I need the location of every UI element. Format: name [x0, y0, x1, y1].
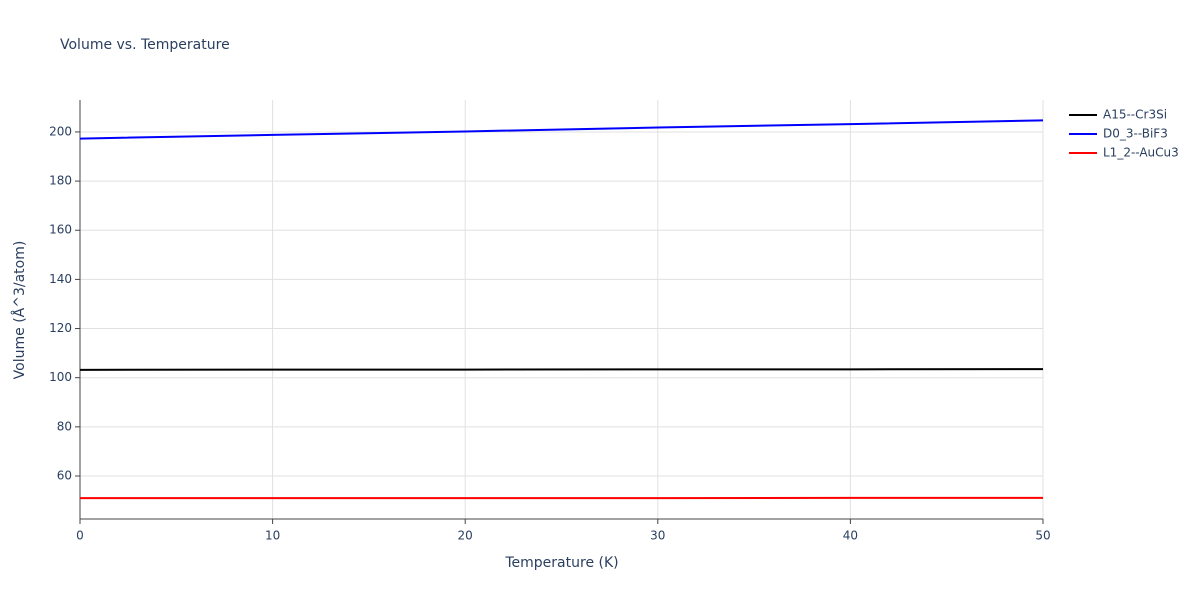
y-axis-label: Volume (Å^3/atom) — [11, 241, 28, 380]
legend-label: A15--Cr3Si — [1103, 108, 1167, 122]
x-tick-label: 50 — [1035, 529, 1050, 543]
y-tick-label: 60 — [57, 468, 72, 482]
x-tick-label: 20 — [458, 529, 473, 543]
y-tick-label: 100 — [49, 370, 72, 384]
y-tick-label: 180 — [49, 174, 72, 188]
series-line — [79, 368, 1044, 371]
x-tick-label: 10 — [265, 529, 280, 543]
y-tick-label: 200 — [49, 124, 72, 138]
x-axis-label: Temperature (K) — [504, 555, 618, 571]
legend-label: L1_2--AuCu3 — [1103, 146, 1179, 160]
x-tick-label: 40 — [843, 529, 858, 543]
y-tick-label: 160 — [49, 223, 72, 237]
chart-title: Volume vs. Temperature — [60, 37, 230, 53]
y-tick-label: 120 — [49, 321, 72, 335]
y-tick-label: 140 — [49, 272, 72, 286]
x-tick-label: 0 — [76, 529, 84, 543]
x-tick-label: 30 — [650, 529, 665, 543]
y-tick-label: 80 — [57, 419, 72, 433]
legend-label: D0_3--BiF3 — [1103, 127, 1168, 141]
series-line — [79, 119, 1044, 140]
